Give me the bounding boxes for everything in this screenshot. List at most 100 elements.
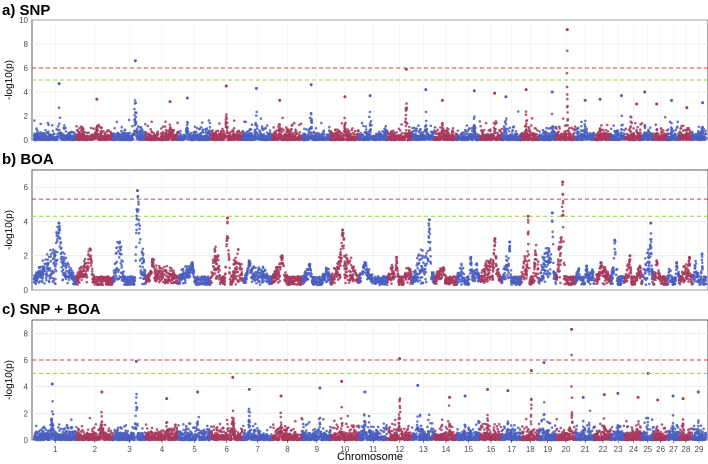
data-point (590, 135, 594, 138)
data-point (133, 117, 137, 121)
peak-point (368, 94, 372, 98)
data-point (261, 127, 265, 131)
data-point (493, 127, 497, 131)
data-point (534, 136, 537, 139)
data-point (143, 122, 147, 126)
data-point (467, 133, 470, 137)
peak-point (168, 100, 172, 104)
data-point (425, 127, 429, 131)
data-point (498, 128, 501, 132)
data-point (105, 130, 109, 134)
data-point (98, 138, 101, 142)
data-point (185, 120, 189, 124)
data-point (102, 137, 106, 141)
data-point (53, 138, 56, 142)
peak-point (619, 94, 623, 98)
data-point (384, 125, 388, 128)
data-point (239, 138, 242, 141)
data-point (258, 138, 262, 141)
data-point (430, 137, 433, 141)
data-point (184, 134, 187, 137)
data-point (272, 126, 275, 129)
data-point (33, 119, 36, 122)
data-point (133, 107, 136, 111)
data-point (39, 122, 42, 126)
data-point (286, 128, 290, 131)
data-point (160, 138, 163, 142)
data-point (524, 113, 528, 117)
data-point (515, 136, 519, 140)
data-point (233, 133, 237, 136)
data-point (310, 120, 314, 124)
data-point (131, 124, 134, 128)
data-point (384, 128, 387, 131)
data-point (56, 125, 60, 128)
data-point (622, 132, 626, 136)
data-point (343, 116, 346, 120)
data-point (255, 110, 259, 114)
data-point (284, 137, 287, 141)
data-point (89, 126, 93, 130)
data-point (557, 130, 560, 133)
data-point (47, 130, 50, 133)
data-point (320, 132, 324, 136)
peak-point (254, 86, 258, 90)
data-point (451, 138, 455, 142)
data-point (290, 127, 293, 131)
data-point (204, 137, 208, 140)
data-point (384, 134, 388, 137)
data-point (404, 128, 408, 132)
data-point (97, 123, 100, 127)
data-point (226, 135, 230, 139)
data-point (278, 123, 282, 126)
data-point (48, 134, 52, 137)
data-point (275, 129, 278, 132)
data-point (378, 135, 381, 139)
data-point (400, 123, 403, 126)
data-point (364, 125, 368, 128)
peak-point (583, 98, 587, 102)
data-point (433, 126, 437, 129)
data-point (122, 138, 126, 141)
data-point (155, 135, 158, 138)
data-point (368, 129, 372, 132)
data-point (140, 130, 143, 134)
data-point (489, 135, 493, 139)
data-point (496, 131, 499, 135)
data-point (106, 137, 110, 141)
data-point (564, 135, 568, 139)
data-point (587, 137, 590, 141)
data-point (475, 138, 479, 142)
data-point (343, 124, 346, 128)
data-point (607, 138, 611, 142)
data-point (83, 130, 87, 134)
data-point (341, 134, 344, 138)
data-point (527, 125, 530, 129)
data-point (99, 131, 103, 135)
data-point (168, 123, 172, 126)
data-point (638, 128, 642, 131)
data-point (632, 127, 635, 130)
data-point (76, 129, 80, 133)
peak-point (185, 96, 189, 100)
data-point (538, 130, 541, 133)
data-point (345, 138, 349, 142)
peak-point (550, 90, 554, 94)
data-point (102, 129, 105, 133)
data-point (516, 110, 520, 113)
data-point (71, 134, 75, 137)
data-point (59, 135, 63, 139)
data-point (566, 123, 570, 127)
data-point (314, 126, 318, 130)
data-point (264, 126, 267, 130)
data-point (473, 131, 477, 135)
data-point (562, 133, 566, 136)
data-point (551, 128, 555, 131)
data-point (486, 132, 490, 136)
data-point (214, 132, 218, 135)
data-point (48, 137, 51, 141)
data-point (468, 137, 471, 141)
data-point (103, 133, 107, 137)
data-point (320, 121, 323, 125)
data-point (140, 137, 144, 140)
